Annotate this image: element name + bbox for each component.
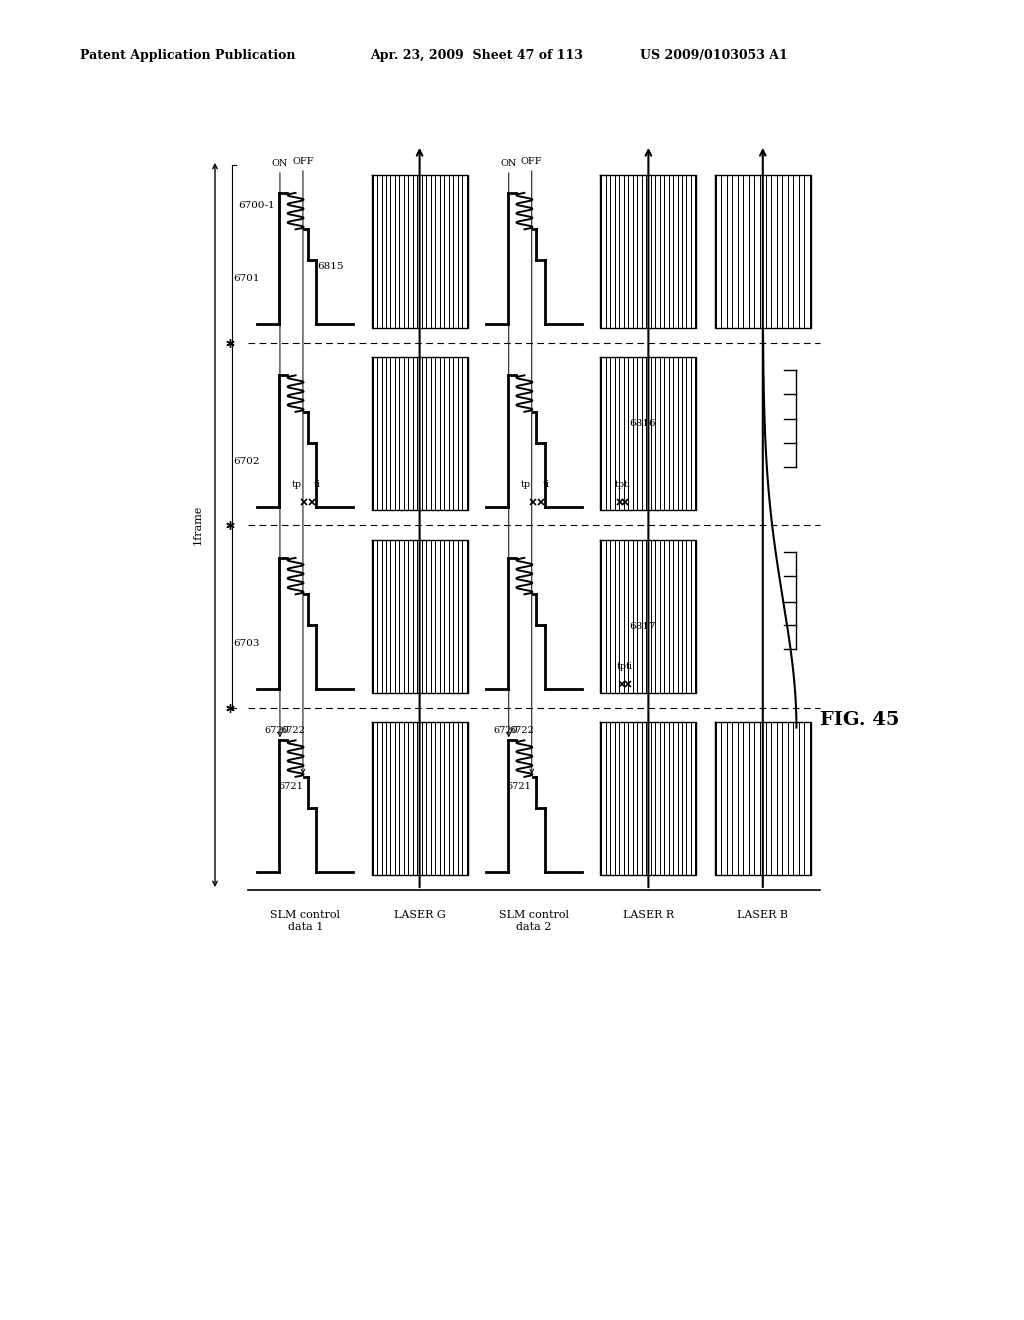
Text: 6817: 6817 [629,622,655,631]
Text: OFF: OFF [292,157,313,166]
Text: 1frame: 1frame [193,504,203,545]
Text: 6722: 6722 [509,726,534,735]
Text: SLM control
data 1: SLM control data 1 [270,909,340,932]
Text: 6721: 6721 [278,781,303,791]
Text: 6720: 6720 [494,726,518,735]
Text: 6703: 6703 [233,639,259,648]
Text: tp: tp [520,479,530,488]
Text: 6816: 6816 [629,420,655,428]
Text: ti: ti [543,479,550,488]
Text: 6721: 6721 [507,781,531,791]
Text: LASER G: LASER G [393,909,445,920]
Text: tp: tp [292,479,302,488]
Text: Apr. 23, 2009  Sheet 47 of 113: Apr. 23, 2009 Sheet 47 of 113 [370,49,583,62]
Text: ON: ON [271,158,288,168]
Text: FIG. 45: FIG. 45 [820,711,899,729]
Text: US 2009/0103053 A1: US 2009/0103053 A1 [640,49,787,62]
Text: 6700-1: 6700-1 [238,201,274,210]
Text: OFF: OFF [521,157,543,166]
Text: 6720: 6720 [264,726,289,735]
Text: tp: tp [614,479,625,488]
Text: ti: ti [627,663,633,672]
Text: LASER R: LASER R [623,909,674,920]
Text: 6815: 6815 [317,261,344,271]
Text: LASER B: LASER B [737,909,788,920]
Text: 6701: 6701 [233,275,259,282]
Text: ti: ti [313,479,321,488]
Text: ON: ON [501,158,517,168]
Text: tp: tp [616,663,627,672]
Text: SLM control
data 2: SLM control data 2 [499,909,569,932]
Text: Patent Application Publication: Patent Application Publication [80,49,296,62]
Text: 6702: 6702 [233,457,259,466]
Text: 6722: 6722 [281,726,305,735]
Text: ti: ti [624,479,631,488]
